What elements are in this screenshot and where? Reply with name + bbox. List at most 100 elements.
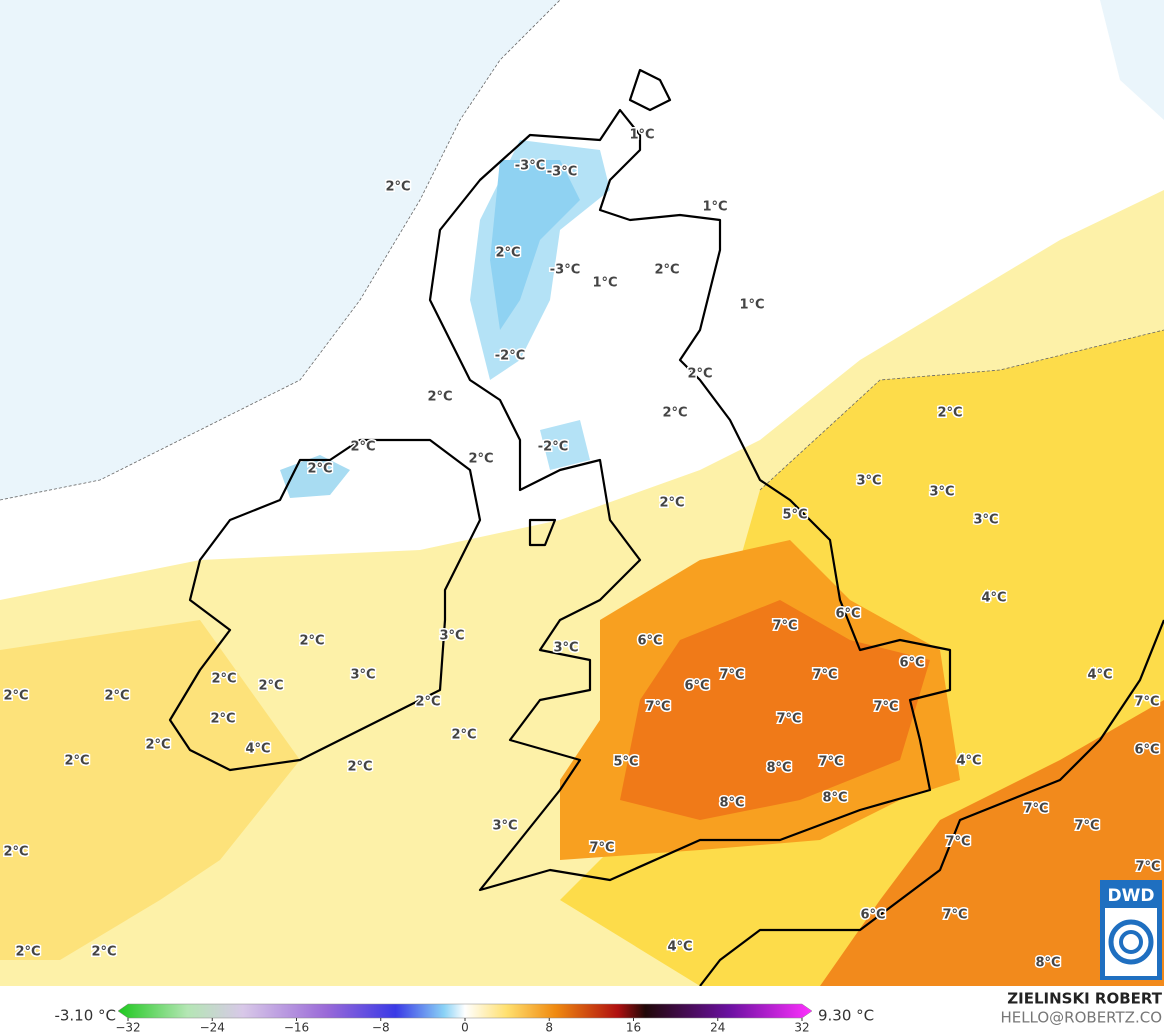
island-coast bbox=[628, 68, 672, 112]
temperature-labels: 1°C-3°C -3°C2°C1°C2°C-3°C 2°C1°C1°C-2°C2°C… bbox=[2, 126, 1162, 972]
mild-zone bbox=[820, 700, 1164, 986]
ireland-coast bbox=[168, 438, 482, 772]
temperature-label: 6°C bbox=[899, 656, 924, 671]
colorbar: -3.10 °C 9.30 °C ZIELINSKI ROBERT HELLO@… bbox=[0, 986, 1164, 1035]
cool-zone bbox=[1100, 0, 1164, 120]
temperature-label: 2°C bbox=[451, 728, 476, 743]
colorbar-tick-label: 16 bbox=[626, 1021, 641, 1035]
temperature-label: 3°C bbox=[553, 641, 578, 656]
logo-swirl bbox=[1119, 930, 1143, 954]
temperature-label: 2°C bbox=[350, 440, 375, 455]
logo-swirl bbox=[1108, 919, 1154, 965]
temperature-label: 2°C bbox=[15, 945, 40, 960]
temperature-label: 2°C bbox=[662, 406, 687, 421]
isotherm bbox=[759, 329, 1164, 491]
temperature-label: 2°C bbox=[937, 406, 962, 421]
temperature-label: 8°C bbox=[719, 796, 744, 811]
min-value: -3.10 °C bbox=[54, 1007, 116, 1025]
temperature-label: 2°C bbox=[307, 462, 332, 477]
temperature-label: 7°C bbox=[1134, 695, 1159, 710]
temperature-label: 4°C bbox=[245, 742, 270, 757]
logo-text: DWD bbox=[1108, 886, 1155, 906]
temperature-label: 1°C bbox=[739, 298, 764, 313]
temperature-label: 4°C bbox=[667, 940, 692, 955]
temperature-label: 7°C bbox=[818, 755, 843, 770]
temperature-label: 3°C bbox=[350, 668, 375, 683]
temperature-label: 6°C bbox=[860, 908, 885, 923]
temperature-label: 4°C bbox=[956, 754, 981, 769]
temperature-label: 8°C bbox=[822, 791, 847, 806]
colorbar-tick-label: 32 bbox=[794, 1021, 809, 1035]
temperature-label: 1°C bbox=[592, 276, 617, 291]
temperature-label: 7°C bbox=[945, 835, 970, 850]
cold-patch bbox=[540, 420, 590, 470]
continent-coast bbox=[699, 619, 1164, 987]
temperature-label: 3°C bbox=[439, 629, 464, 644]
colorbar-tick-label: −8 bbox=[372, 1021, 390, 1035]
colorbar-tick-label: −24 bbox=[200, 1021, 225, 1035]
temperature-label: 2°C bbox=[91, 945, 116, 960]
temperature-label: -2°C bbox=[495, 349, 525, 364]
colorbar-tick-label: 8 bbox=[545, 1021, 553, 1035]
max-value: 9.30 °C bbox=[818, 1007, 874, 1025]
colorbar-tick-label: 24 bbox=[710, 1021, 725, 1035]
logo: DWD bbox=[1100, 880, 1162, 980]
mild-zone bbox=[620, 600, 930, 820]
credit-name: ZIELINSKI ROBERT bbox=[1007, 990, 1162, 1008]
temperature-label: 2°C bbox=[3, 845, 28, 860]
temperature-label: 2°C bbox=[654, 263, 679, 278]
temperature-label: 7°C bbox=[812, 668, 837, 683]
colorbar-tick-label: −16 bbox=[284, 1021, 309, 1035]
temperature-label: 4°C bbox=[1087, 668, 1112, 683]
temperature-label: 2°C bbox=[64, 754, 89, 769]
temperature-label: 6°C bbox=[1134, 743, 1159, 758]
temperature-label: 2°C bbox=[687, 367, 712, 382]
temperature-label: 1°C bbox=[702, 200, 727, 215]
temperature-label: 2°C bbox=[659, 496, 684, 511]
temperature-label: 8°C bbox=[766, 761, 791, 776]
temperature-label: 7°C bbox=[719, 668, 744, 683]
temperature-label: 2°C bbox=[104, 689, 129, 704]
temperature-label: 7°C bbox=[873, 700, 898, 715]
temperature-label: 2°C bbox=[347, 760, 372, 775]
colorbar-tick-label: 0 bbox=[461, 1021, 469, 1035]
temperature-label: 2°C bbox=[145, 738, 170, 753]
temperature-label: 1°C bbox=[629, 128, 654, 143]
temperature-label: 7°C bbox=[1135, 860, 1160, 875]
temperature-label: 7°C bbox=[1023, 802, 1048, 817]
credit-email: HELLO@ROBERTZ.CO bbox=[1000, 1009, 1162, 1027]
temperature-label: 6°C bbox=[835, 607, 860, 622]
temperature-label: -3°C bbox=[515, 159, 545, 174]
temperature-label: 2°C bbox=[211, 672, 236, 687]
temperature-label: 7°C bbox=[942, 908, 967, 923]
temperature-label: 7°C bbox=[1074, 819, 1099, 834]
map-area: 1°C-3°C -3°C2°C1°C2°C-3°C 2°C1°C1°C-2°C2°C… bbox=[0, 0, 1164, 987]
temperature-label: 2°C bbox=[427, 390, 452, 405]
temperature-label: 5°C bbox=[782, 508, 807, 523]
temperature-label: 7°C bbox=[776, 712, 801, 727]
colorbar-bar bbox=[117, 1003, 813, 1019]
temperature-label: 5°C bbox=[613, 755, 638, 770]
temperature-label: 6°C bbox=[684, 679, 709, 694]
temperature-label: 4°C bbox=[981, 591, 1006, 606]
temperature-label: 7°C bbox=[772, 619, 797, 634]
temperature-label: 2°C bbox=[415, 695, 440, 710]
temperature-label: 6°C bbox=[637, 634, 662, 649]
temperature-label: 3°C bbox=[973, 513, 998, 528]
temperature-label: 2°C bbox=[495, 246, 520, 261]
temperature-label: 7°C bbox=[645, 700, 670, 715]
temperature-label: 2°C bbox=[385, 180, 410, 195]
island-coast bbox=[528, 518, 557, 547]
temperature-label: 2°C bbox=[3, 689, 28, 704]
temperature-label: 2°C bbox=[210, 712, 235, 727]
temperature-label: 7°C bbox=[589, 841, 614, 856]
great-britain-coast bbox=[428, 108, 952, 892]
logo-panel bbox=[1105, 908, 1157, 976]
temperature-label: 2°C bbox=[468, 452, 493, 467]
temperature-label: 3°C bbox=[856, 474, 881, 489]
temperature-label: -2°C bbox=[538, 440, 568, 455]
cool-zone bbox=[0, 0, 560, 500]
temperature-label: 3°C bbox=[492, 819, 517, 834]
